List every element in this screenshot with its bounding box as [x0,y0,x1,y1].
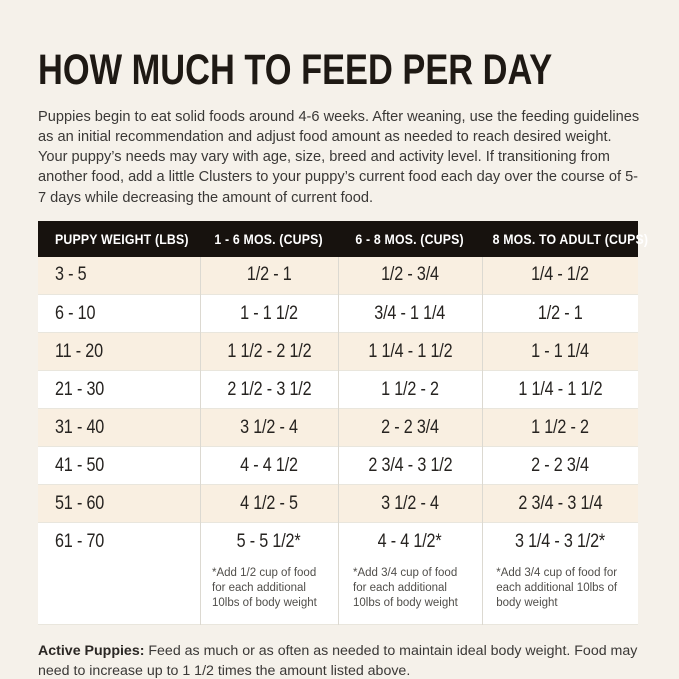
cups-cell: 1 1/2 - 2 1/2 [199,332,338,371]
page-title-text: HOW MUCH TO FEED PER DAY [38,46,553,94]
cell-text: 1/2 - 1 [537,302,583,324]
footnote-empty-cell [38,561,200,625]
cups-cell: 1 1/2 - 2 [337,370,482,409]
cell-text: 2 3/4 - 3 1/4 [518,492,603,514]
cell-text: 41 - 50 [55,454,105,476]
footnote-text: *Add 3/4 cup of food for each additional… [496,566,618,609]
cups-cell: 1 - 1 1/4 [481,332,638,371]
cups-cell: 1 1/4 - 1 1/2 [481,370,638,409]
cell-text: 2 - 2 3/4 [381,416,439,438]
cups-cell: 3/4 - 1 1/4 [337,294,482,333]
cell-text: 1/2 - 3/4 [381,264,439,286]
cups-cell: 3 1/2 - 4 [337,484,482,523]
cell-text: 4 1/2 - 5 [240,492,298,514]
cups-cell: 1/4 - 1/2 [481,256,638,295]
cups-cell: 5 - 5 1/2* [199,522,338,561]
cell-text: 31 - 40 [55,416,105,438]
table-header: PUPPY WEIGHT (LBS) 1 - 6 MOS. (CUPS) 6 - 8… [38,220,648,257]
column-header: 6 - 8 MOS. (CUPS) [338,220,482,257]
cups-cell: 4 1/2 - 5 [199,484,338,523]
cups-cell: 4 - 4 1/2* [337,522,482,561]
feeding-table: PUPPY WEIGHT (LBS) 1 - 6 MOS. (CUPS) 6 - 8… [38,220,648,626]
cell-text: 4 - 4 1/2* [378,530,442,552]
table-row: 3 - 5 1/2 - 1 1/2 - 3/4 1/4 - 1/2 [38,256,638,295]
column-header: 8 MOS. TO ADULT (CUPS) [482,220,648,257]
cups-cell: 2 3/4 - 3 1/4 [481,484,638,523]
table-header-row: PUPPY WEIGHT (LBS) 1 - 6 MOS. (CUPS) 6 - 8… [38,220,648,257]
column-header-text: 6 - 8 MOS. (CUPS) [355,230,465,247]
cell-text: 1 1/4 - 1 1/2 [518,378,603,400]
cups-cell: 3 1/2 - 4 [199,408,338,447]
cell-text: 4 - 4 1/2 [240,454,298,476]
cell-text: 5 - 5 1/2* [237,530,301,552]
weight-cell: 31 - 40 [38,409,200,447]
active-puppies-text: Feed as much or as often as needed to ma… [38,643,638,679]
cups-cell: 1/2 - 1 [199,256,338,295]
table-body: 3 - 5 1/2 - 1 1/2 - 3/4 1/4 - 1/2 6 - 10 1 - … [38,256,638,625]
active-puppies-label: Active Puppies: [38,643,145,660]
intro-paragraph: Puppies begin to eat solid foods around … [38,109,640,206]
cell-text: 61 - 70 [55,530,105,552]
cell-text: 2 3/4 - 3 1/2 [368,454,452,476]
cups-cell: 1/2 - 1 [481,294,638,333]
cups-cell: 2 3/4 - 3 1/2 [337,446,482,485]
column-header: PUPPY WEIGHT (LBS) [38,220,200,257]
weight-cell: 11 - 20 [38,333,200,371]
cups-cell: 1 1/4 - 1 1/2 [337,332,482,371]
cups-cell: 3 1/4 - 3 1/2* [481,522,638,561]
cell-text: 3/4 - 1 1/4 [374,302,446,324]
cups-cell: 2 - 2 3/4 [481,446,638,485]
weight-cell: 21 - 30 [38,371,200,409]
cell-text: 2 - 2 3/4 [531,454,590,476]
weight-cell: 41 - 50 [38,447,200,485]
cell-text: 11 - 20 [55,340,103,362]
column-header-text: 1 - 6 MOS. (CUPS) [214,230,324,247]
cups-cell: 1 1/2 - 2 [481,408,638,447]
weight-cell: 3 - 5 [38,257,200,295]
table-row: 6 - 10 1 - 1 1/2 3/4 - 1 1/4 1/2 - 1 [38,294,638,333]
cell-text: 1 1/2 - 2 1/2 [227,340,311,362]
footnote-text: *Add 3/4 cup of food for each additional… [353,566,458,609]
cell-text: 1 - 1 1/4 [531,340,590,362]
column-header: 1 - 6 MOS. (CUPS) [200,220,338,257]
active-puppies-note: Active Puppies: Feed as much or as often… [38,642,638,679]
cups-cell: 1 - 1 1/2 [199,294,338,333]
table-row: 41 - 50 4 - 4 1/2 2 3/4 - 3 1/2 2 - 2 3/4 [38,446,638,485]
cell-text: 3 - 5 [55,264,87,286]
cups-cell: 2 1/2 - 3 1/2 [199,370,338,409]
cell-text: 51 - 60 [55,492,105,514]
weight-cell: 6 - 10 [38,295,200,333]
table-row: 21 - 30 2 1/2 - 3 1/2 1 1/2 - 2 1 1/4 - 1 1… [38,370,638,409]
cell-text: 1/2 - 1 [246,264,292,286]
cell-text: 2 1/2 - 3 1/2 [227,378,311,400]
cell-text: 3 1/2 - 4 [240,416,298,438]
weight-cell: 51 - 60 [38,485,200,523]
column-header-text: PUPPY WEIGHT (LBS) [55,230,189,247]
cell-text: 3 1/2 - 4 [381,492,439,514]
cell-text: 1 1/4 - 1 1/2 [368,340,452,362]
footnote-row: *Add 1/2 cup of food for each additional… [38,560,638,625]
cell-text: 6 - 10 [55,302,96,324]
table-row: 31 - 40 3 1/2 - 4 2 - 2 3/4 1 1/2 - 2 [38,408,638,447]
column-header-text: 8 MOS. TO ADULT (CUPS) [492,230,649,247]
cups-cell: 1/2 - 3/4 [337,256,482,295]
footnote-cell: *Add 3/4 cup of food for each additional… [337,560,482,625]
cell-text: 1 - 1 1/2 [240,302,298,324]
footnote-cell: *Add 3/4 cup of food for each additional… [481,560,638,625]
cups-cell: 2 - 2 3/4 [337,408,482,447]
cups-cell: 4 - 4 1/2 [199,446,338,485]
table-row: 61 - 70 5 - 5 1/2* 4 - 4 1/2* 3 1/4 - 3 1/2… [38,522,638,561]
table-row: 11 - 20 1 1/2 - 2 1/2 1 1/4 - 1 1/2 1 - 1 1… [38,332,638,371]
footnote-text: *Add 1/2 cup of food for each additional… [212,566,317,609]
footnote-cell: *Add 1/2 cup of food for each additional… [199,560,338,625]
weight-cell: 61 - 70 [38,523,200,561]
cell-text: 1/4 - 1/2 [531,264,590,286]
cell-text: 1 1/2 - 2 [381,378,439,400]
table-row: 51 - 60 4 1/2 - 5 3 1/2 - 4 2 3/4 - 3 1/4 [38,484,638,523]
cell-text: 3 1/4 - 3 1/2* [515,530,606,552]
cell-text: 1 1/2 - 2 [531,416,590,438]
page-title: HOW MUCH TO FEED PER DAY [38,46,640,95]
cell-text: 21 - 30 [55,378,105,400]
